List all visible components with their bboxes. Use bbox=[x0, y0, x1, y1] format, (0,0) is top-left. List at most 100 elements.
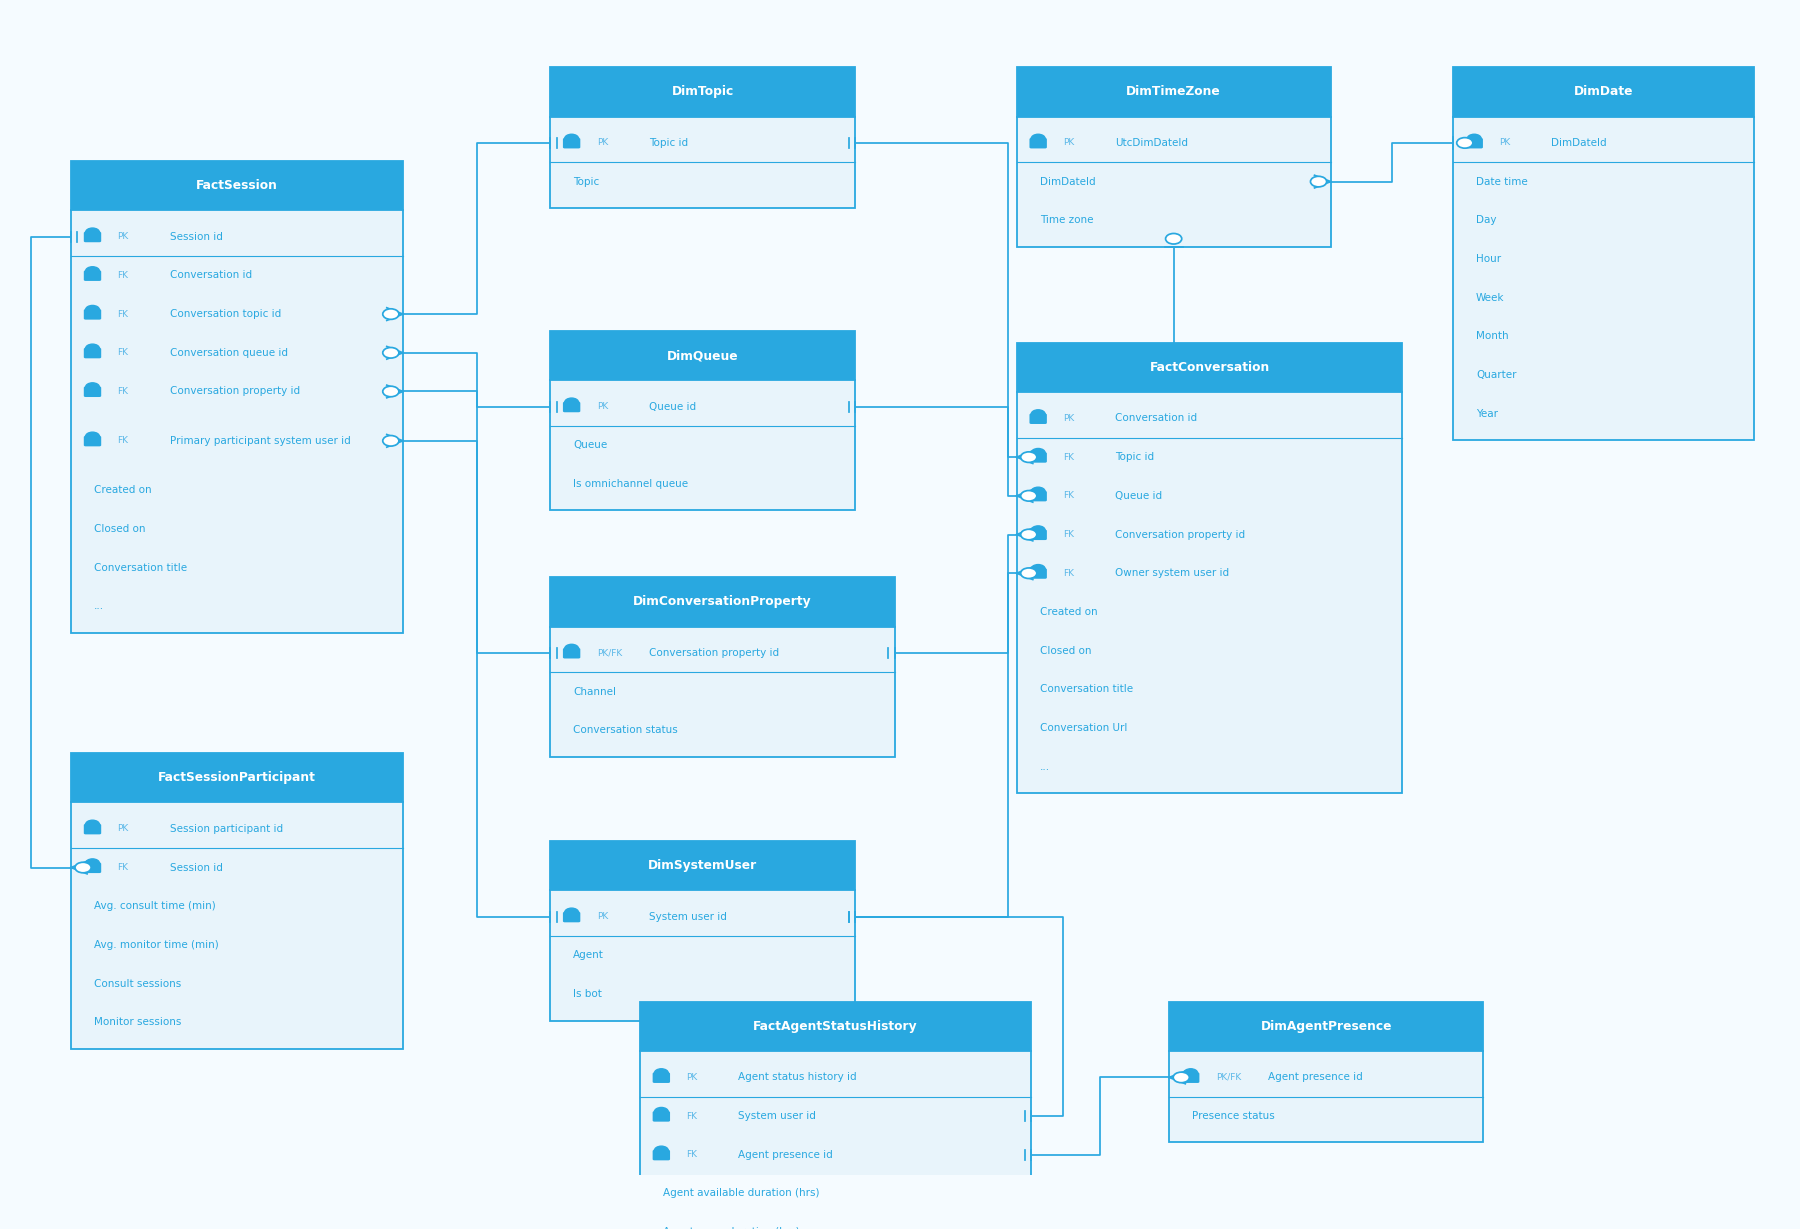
Bar bbox=[1170, 1002, 1483, 1051]
Text: FK: FK bbox=[117, 270, 128, 280]
Text: Day: Day bbox=[1476, 215, 1496, 225]
Circle shape bbox=[1031, 134, 1046, 144]
Bar bbox=[70, 161, 403, 210]
Text: Month: Month bbox=[1476, 332, 1508, 342]
Text: Conversation id: Conversation id bbox=[169, 270, 252, 280]
FancyBboxPatch shape bbox=[563, 402, 580, 412]
Text: FK: FK bbox=[1064, 492, 1075, 500]
Bar bbox=[551, 380, 855, 510]
Text: Conversation property id: Conversation property id bbox=[169, 386, 301, 397]
Text: FK: FK bbox=[117, 436, 128, 445]
Bar bbox=[1017, 68, 1330, 117]
Circle shape bbox=[85, 306, 99, 315]
Circle shape bbox=[383, 348, 400, 358]
Bar bbox=[70, 753, 403, 803]
Circle shape bbox=[383, 386, 400, 397]
FancyBboxPatch shape bbox=[85, 823, 101, 834]
Text: DimDateId: DimDateId bbox=[1040, 177, 1096, 187]
Circle shape bbox=[565, 398, 580, 407]
Text: Primary participant system user id: Primary participant system user id bbox=[169, 436, 351, 446]
Text: Queue id: Queue id bbox=[1116, 490, 1163, 501]
Text: DimConversationProperty: DimConversationProperty bbox=[634, 595, 812, 608]
Circle shape bbox=[1021, 530, 1037, 540]
Text: ...: ... bbox=[94, 601, 104, 611]
Text: FK: FK bbox=[1064, 530, 1075, 540]
Text: DimDate: DimDate bbox=[1573, 85, 1633, 98]
FancyBboxPatch shape bbox=[85, 232, 101, 242]
Circle shape bbox=[1456, 138, 1472, 149]
Text: Closed on: Closed on bbox=[94, 524, 146, 533]
Text: Created on: Created on bbox=[94, 485, 151, 495]
Text: Queue: Queue bbox=[574, 440, 608, 450]
Text: Agent: Agent bbox=[574, 950, 605, 961]
FancyBboxPatch shape bbox=[85, 387, 101, 397]
Circle shape bbox=[565, 908, 580, 917]
Text: PK: PK bbox=[117, 232, 130, 241]
Text: Agent presence id: Agent presence id bbox=[738, 1150, 833, 1160]
Bar bbox=[1453, 117, 1755, 440]
Text: FactSessionParticipant: FactSessionParticipant bbox=[158, 772, 315, 784]
Circle shape bbox=[1021, 490, 1037, 501]
Circle shape bbox=[76, 863, 92, 873]
Text: Conversation property id: Conversation property id bbox=[1116, 530, 1246, 540]
Text: FK: FK bbox=[117, 310, 128, 318]
Text: Presence status: Presence status bbox=[1192, 1111, 1274, 1121]
Text: FactConversation: FactConversation bbox=[1150, 361, 1269, 374]
Text: Avg. consult time (min): Avg. consult time (min) bbox=[94, 901, 216, 911]
Text: FK: FK bbox=[1064, 569, 1075, 578]
Text: PK: PK bbox=[1064, 139, 1075, 147]
Text: PK/FK: PK/FK bbox=[598, 649, 623, 658]
Text: FK: FK bbox=[686, 1150, 697, 1159]
FancyBboxPatch shape bbox=[85, 348, 101, 359]
Bar bbox=[639, 1002, 1031, 1051]
Text: Topic: Topic bbox=[574, 177, 599, 187]
Circle shape bbox=[1021, 568, 1037, 579]
Bar bbox=[1170, 1051, 1483, 1143]
Text: FK: FK bbox=[1064, 452, 1075, 462]
Text: PK: PK bbox=[1064, 414, 1075, 423]
FancyBboxPatch shape bbox=[563, 648, 580, 659]
Circle shape bbox=[1166, 234, 1183, 245]
Circle shape bbox=[1174, 1072, 1190, 1083]
Text: DimAgentPresence: DimAgentPresence bbox=[1260, 1020, 1391, 1032]
Text: Session participant id: Session participant id bbox=[169, 823, 283, 833]
Text: ...: ... bbox=[1040, 762, 1049, 772]
Text: Hour: Hour bbox=[1476, 254, 1501, 264]
Bar bbox=[551, 117, 855, 208]
Bar bbox=[1453, 68, 1755, 117]
Circle shape bbox=[85, 859, 99, 868]
Circle shape bbox=[653, 1147, 668, 1155]
FancyBboxPatch shape bbox=[85, 436, 101, 446]
Text: PK/FK: PK/FK bbox=[1215, 1073, 1240, 1082]
FancyBboxPatch shape bbox=[1030, 138, 1048, 149]
Bar bbox=[70, 803, 403, 1048]
Text: Avg. monitor time (min): Avg. monitor time (min) bbox=[94, 940, 220, 950]
Text: Conversation property id: Conversation property id bbox=[648, 648, 779, 658]
Circle shape bbox=[565, 644, 580, 654]
Text: Agent available duration (hrs): Agent available duration (hrs) bbox=[662, 1188, 819, 1198]
FancyBboxPatch shape bbox=[1030, 414, 1048, 424]
Circle shape bbox=[1031, 564, 1046, 574]
Bar bbox=[551, 890, 855, 1020]
FancyBboxPatch shape bbox=[1030, 530, 1048, 540]
Text: Created on: Created on bbox=[1040, 607, 1098, 617]
FancyBboxPatch shape bbox=[1030, 490, 1048, 501]
Text: System user id: System user id bbox=[738, 1111, 817, 1121]
Text: Agent away duration (hrs): Agent away duration (hrs) bbox=[662, 1228, 799, 1229]
Text: Conversation topic id: Conversation topic id bbox=[169, 308, 281, 320]
Bar bbox=[1017, 343, 1402, 392]
Bar bbox=[551, 331, 855, 380]
Text: Topic id: Topic id bbox=[648, 138, 688, 147]
Text: Year: Year bbox=[1476, 409, 1498, 419]
Circle shape bbox=[1031, 449, 1046, 457]
Text: FK: FK bbox=[117, 863, 128, 873]
Circle shape bbox=[565, 134, 580, 144]
Bar bbox=[1017, 392, 1402, 793]
Text: Is omnichannel queue: Is omnichannel queue bbox=[574, 479, 689, 489]
Circle shape bbox=[1031, 409, 1046, 419]
Bar bbox=[551, 841, 855, 890]
FancyBboxPatch shape bbox=[653, 1111, 670, 1122]
Text: FactSession: FactSession bbox=[196, 179, 277, 192]
Text: Channel: Channel bbox=[574, 687, 616, 697]
Text: FactAgentStatusHistory: FactAgentStatusHistory bbox=[752, 1020, 918, 1032]
